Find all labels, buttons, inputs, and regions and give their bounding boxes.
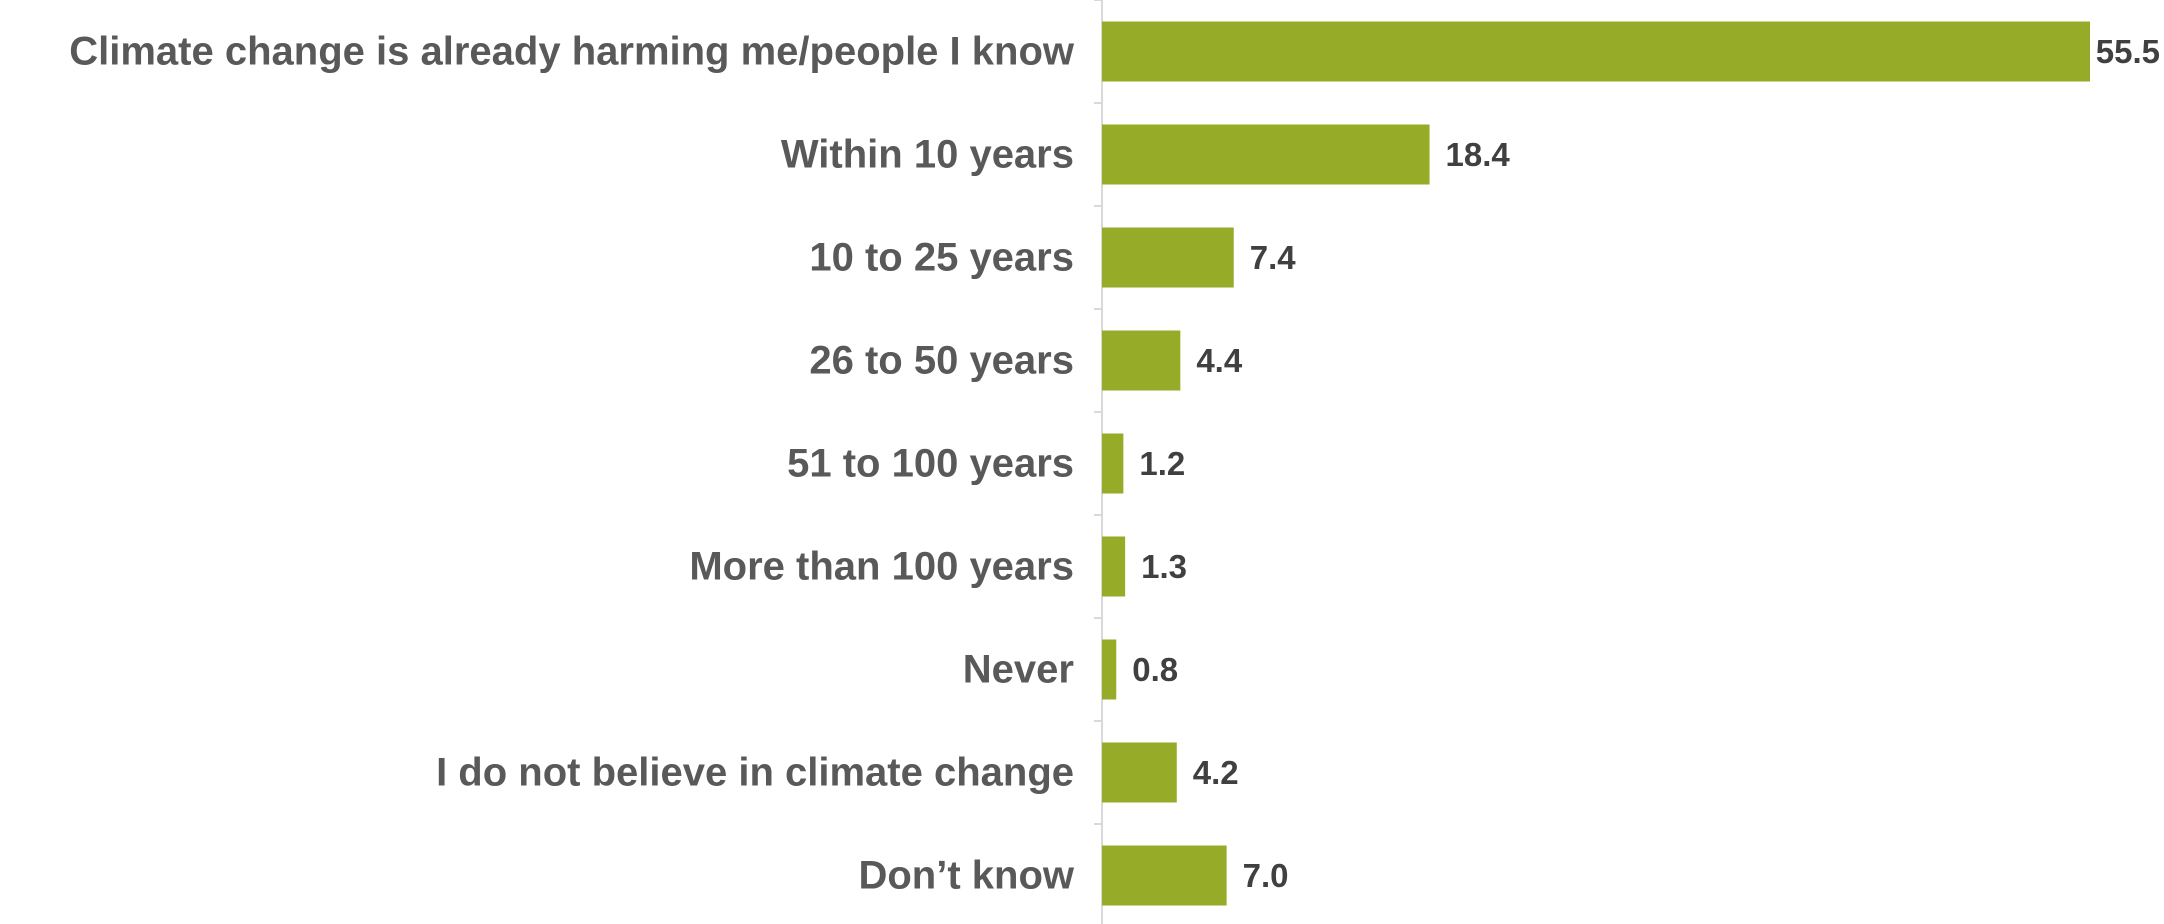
category-label: 51 to 100 years xyxy=(787,442,1074,486)
value-label: 1.2 xyxy=(1139,445,1185,482)
category-axis-ticks xyxy=(1094,0,1102,825)
category-label: 10 to 25 years xyxy=(809,236,1074,280)
value-label: 0.8 xyxy=(1132,651,1178,688)
bar xyxy=(1102,845,1227,906)
bar xyxy=(1102,639,1117,700)
value-labels-group: 55.5 18.4 7.4 4.4 1.2 1.3 0.8 4.2 7.0 xyxy=(1132,33,2160,894)
category-label: Within 10 years xyxy=(781,133,1074,177)
category-label: More than 100 years xyxy=(689,545,1074,589)
value-label: 55.5 xyxy=(2096,33,2160,70)
bar xyxy=(1102,21,2090,82)
value-label: 1.3 xyxy=(1141,548,1187,585)
category-label: Climate change is already harming me/peo… xyxy=(69,30,1075,74)
category-label: 26 to 50 years xyxy=(809,339,1074,383)
bar xyxy=(1102,433,1124,494)
category-label: I do not believe in climate change xyxy=(436,751,1074,795)
value-label: 7.4 xyxy=(1250,239,1297,276)
bar xyxy=(1102,536,1126,597)
bar xyxy=(1102,330,1181,391)
value-label: 4.4 xyxy=(1196,342,1243,379)
bar xyxy=(1102,227,1234,288)
value-label: 4.2 xyxy=(1193,754,1239,791)
value-label: 7.0 xyxy=(1243,857,1289,894)
category-labels-group: Climate change is already harming me/peo… xyxy=(69,30,1075,898)
bars-group xyxy=(1102,21,2090,906)
bar xyxy=(1102,124,1430,185)
bar xyxy=(1102,742,1177,803)
category-label: Never xyxy=(963,648,1074,692)
category-label: Don’t know xyxy=(858,854,1074,898)
value-label: 18.4 xyxy=(1446,136,1511,173)
